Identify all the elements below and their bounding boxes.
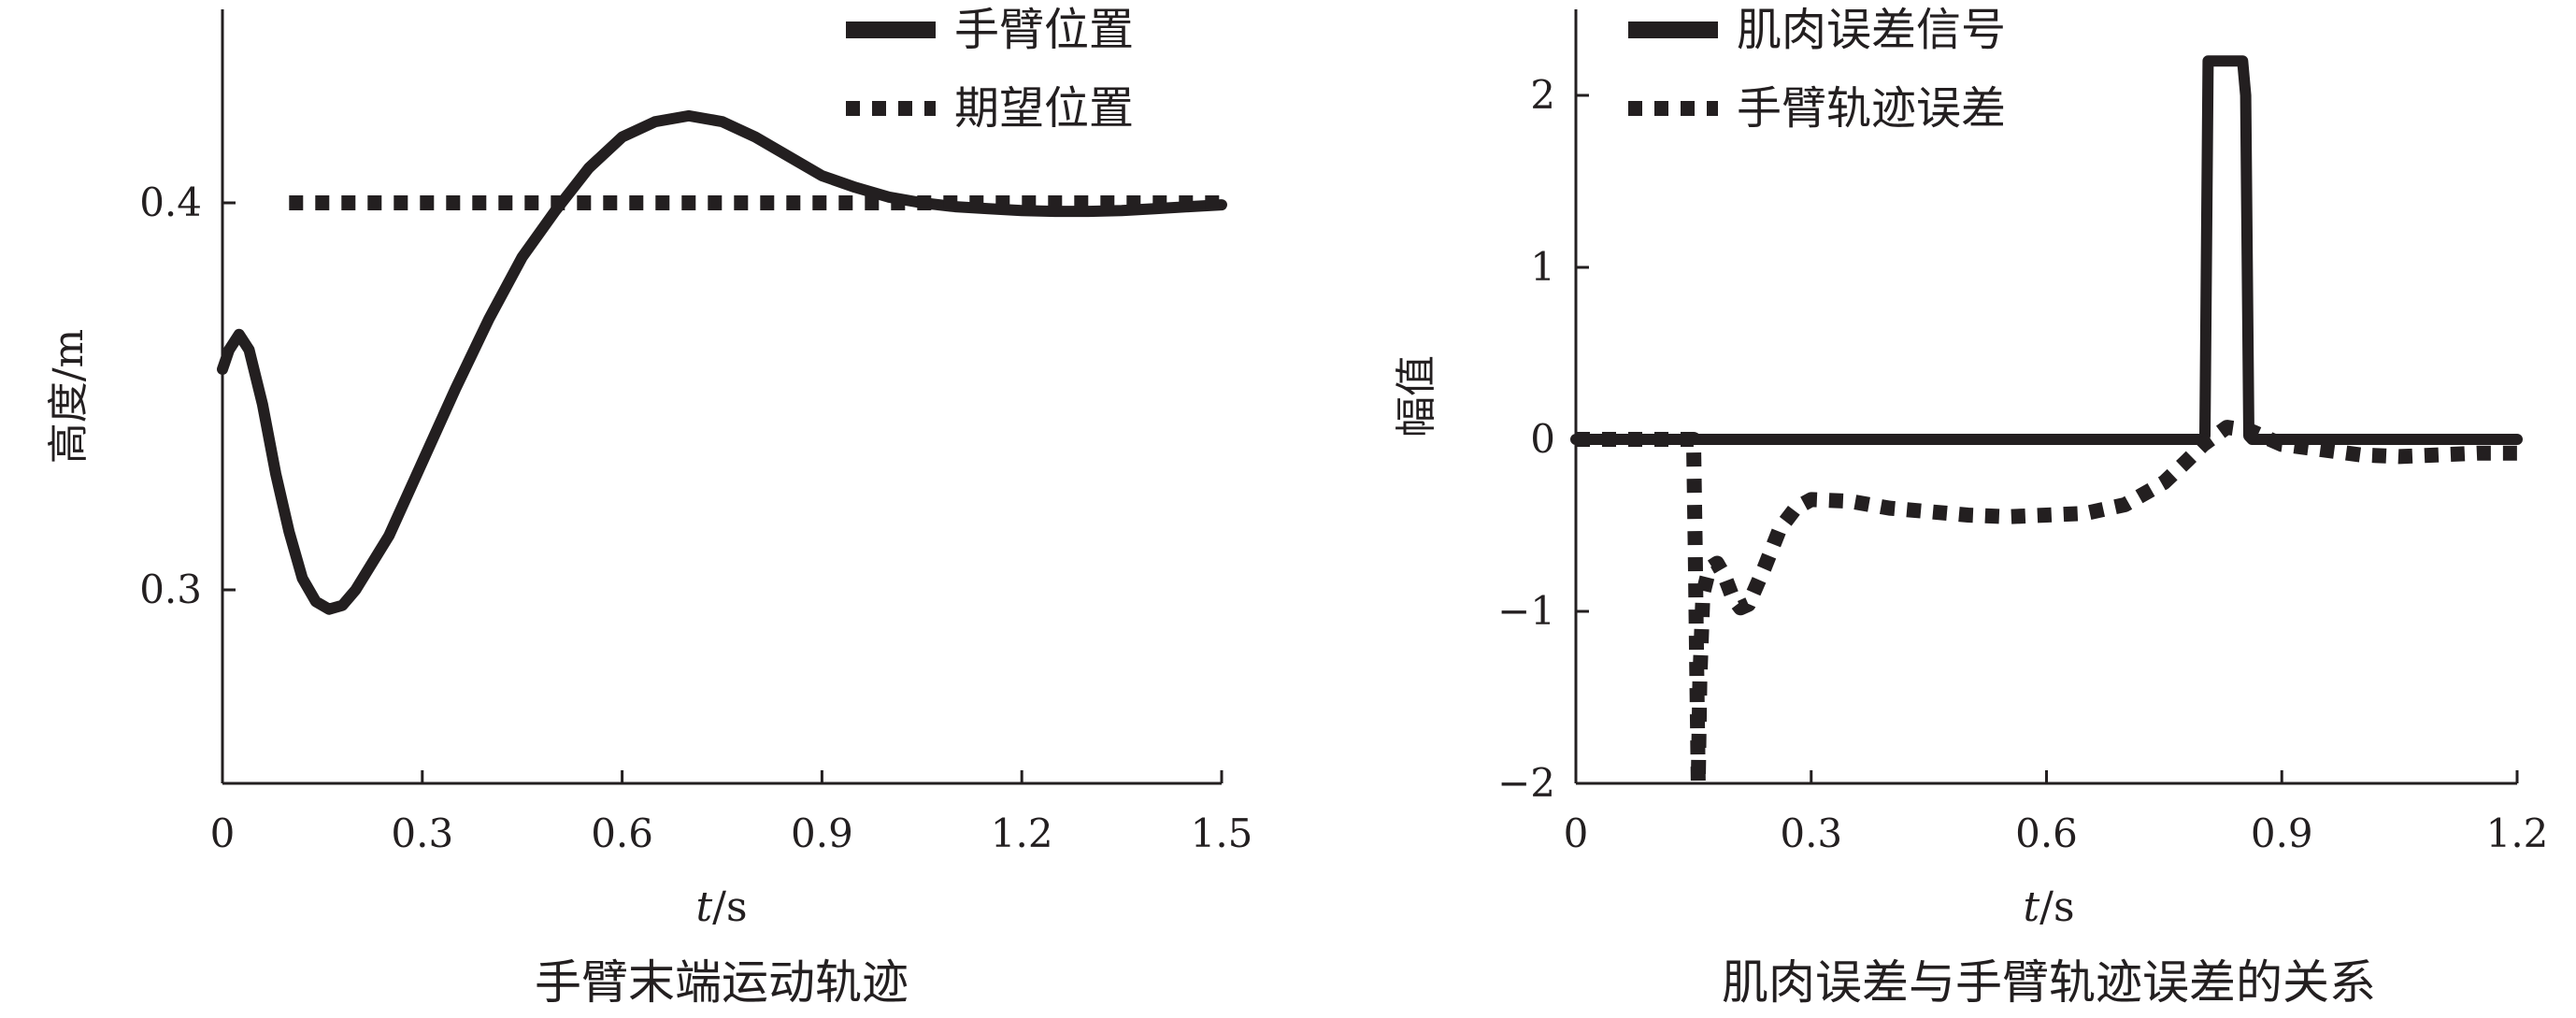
x-axis-title: t/s xyxy=(2023,883,2074,931)
x-axis-title-var: t xyxy=(695,883,712,931)
y-tick-group: 0.3 0.4 xyxy=(139,179,236,612)
series-group xyxy=(1570,55,2523,791)
x-axis-title-unit: /s xyxy=(712,883,747,931)
y-axis-title: 幅值 xyxy=(1393,355,1440,437)
y-axis-title: 高度/m xyxy=(45,329,93,465)
x-tick-group: 0 0.3 0.6 0.9 1.2 1.5 xyxy=(210,770,1253,856)
series-line-2 xyxy=(1576,420,2517,791)
y-tick-group: −2 −1 0 1 2 xyxy=(1497,72,1589,806)
x-tick-label: 0 xyxy=(1564,810,1589,856)
chart-caption: 肌肉误差与手臂轨迹误差的关系 xyxy=(1722,955,2376,1010)
legend-label-1: 肌肉误差信号 xyxy=(1737,4,2006,56)
x-tick-label: 1.5 xyxy=(1191,810,1253,856)
x-axis-title-var: t xyxy=(2023,883,2039,931)
x-tick-label: 0.9 xyxy=(791,810,853,856)
y-tick-label: 0.3 xyxy=(139,566,202,612)
x-tick-label: 0.3 xyxy=(1780,810,1842,856)
series-line-1 xyxy=(217,109,1227,615)
y-tick-label: 2 xyxy=(1530,72,1555,118)
x-tick-label: 0.6 xyxy=(2015,810,2078,856)
series-group xyxy=(217,109,1227,615)
legend-label-2: 手臂轨迹误差 xyxy=(1737,82,2006,135)
x-tick-group: 0 0.3 0.6 0.9 1.2 xyxy=(1564,770,2549,856)
y-tick-label: −1 xyxy=(1497,588,1555,634)
series-line-1 xyxy=(1570,55,2523,445)
x-tick-label: 1.2 xyxy=(2486,810,2549,856)
legend-label-2: 期望位置 xyxy=(954,82,1134,135)
legend-label-1: 手臂位置 xyxy=(954,4,1134,56)
x-tick-label: 1.2 xyxy=(991,810,1053,856)
x-axis-title-unit: /s xyxy=(2039,883,2074,931)
x-tick-label: 0.6 xyxy=(591,810,653,856)
x-tick-label: 0.9 xyxy=(2251,810,2313,856)
chart-caption: 手臂末端运动轨迹 xyxy=(535,955,909,1010)
x-tick-label: 0 xyxy=(210,810,236,856)
y-tick-label: 1 xyxy=(1530,244,1555,290)
y-tick-label: 0.4 xyxy=(139,179,202,225)
x-tick-label: 0.3 xyxy=(391,810,453,856)
x-axis-title: t/s xyxy=(695,883,747,931)
y-tick-label: 0 xyxy=(1530,416,1555,462)
y-tick-label: −2 xyxy=(1497,760,1555,806)
